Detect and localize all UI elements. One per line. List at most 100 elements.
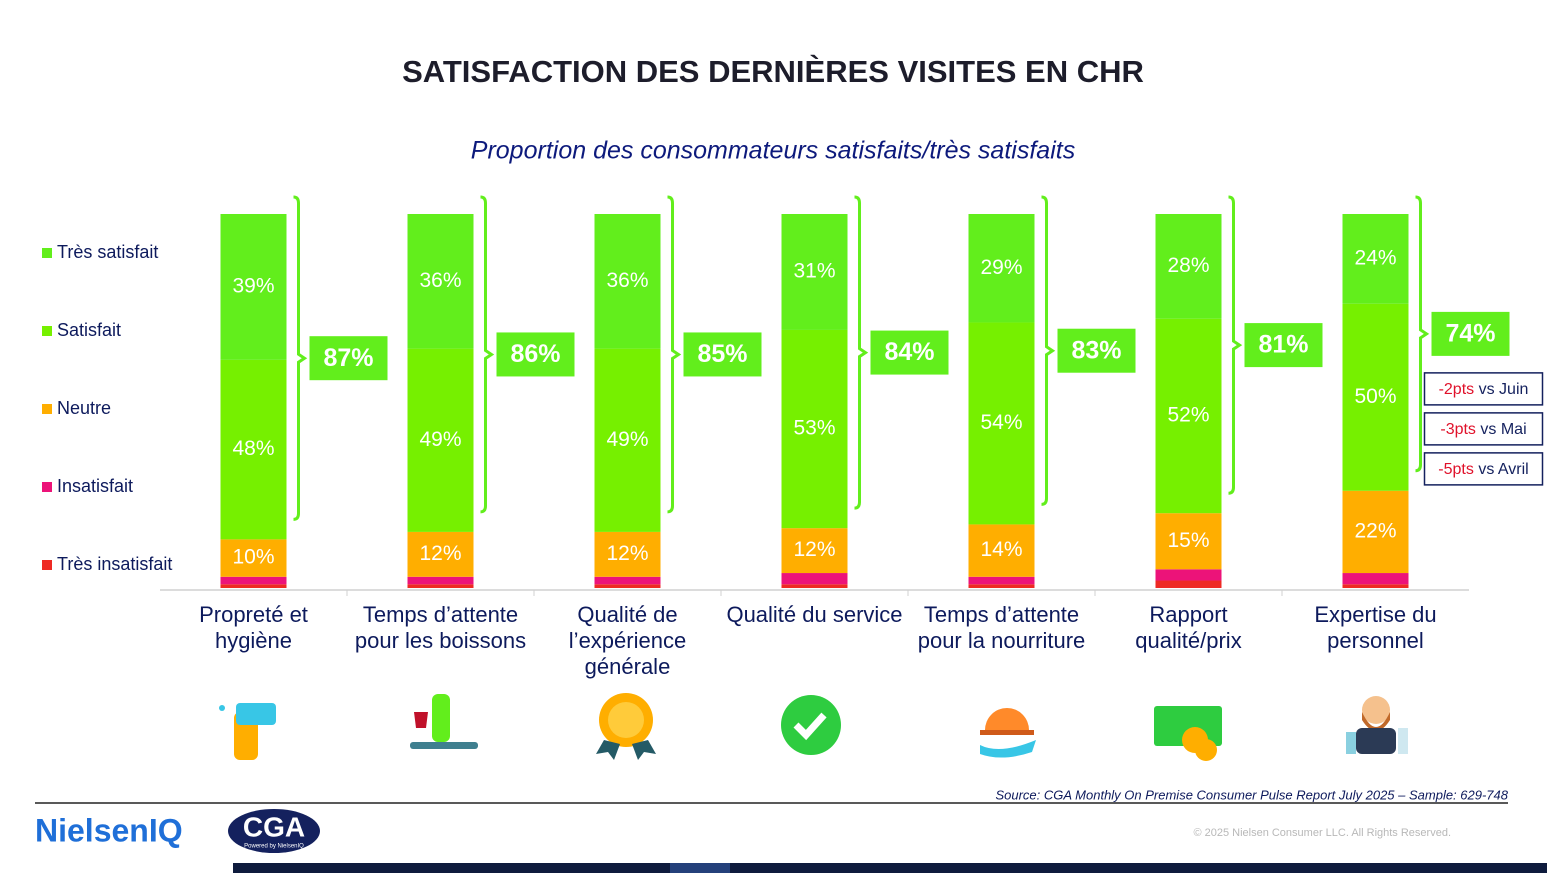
bar-segment xyxy=(594,531,661,577)
bar-segment xyxy=(1342,214,1409,304)
bar-segment xyxy=(594,584,661,588)
total-box xyxy=(1244,323,1323,368)
bar-segment xyxy=(407,214,474,349)
total-label: 85% xyxy=(697,340,747,368)
total-label: 84% xyxy=(884,338,934,366)
legend-label: Neutre xyxy=(57,398,111,418)
bar-segment xyxy=(781,329,848,529)
value-label: 49% xyxy=(606,428,648,451)
total-box xyxy=(683,332,762,377)
x-tick-label: Rapport qualité/prix xyxy=(1135,602,1242,653)
bar-segment xyxy=(1155,318,1222,514)
legend-swatch xyxy=(42,404,52,414)
total-box xyxy=(496,332,575,377)
bar-segment xyxy=(1155,569,1222,581)
bar-segment xyxy=(594,576,661,585)
legend-label: Très satisfait xyxy=(57,242,158,262)
bar-segment xyxy=(594,214,661,349)
value-label: 10% xyxy=(232,546,274,569)
bracket xyxy=(480,195,495,514)
logo-cga-bg xyxy=(228,809,320,853)
bracket xyxy=(1415,195,1430,473)
value-label: 12% xyxy=(793,538,835,561)
source: Source: CGA Monthly On Premise Consumer … xyxy=(995,787,1508,802)
bracket xyxy=(293,195,308,521)
bar-segment xyxy=(968,576,1035,585)
x-tick-label: Qualité de l’expérience générale xyxy=(568,602,687,679)
comparison: -5pts vs Avril xyxy=(1438,461,1528,478)
legend-swatch xyxy=(42,560,52,570)
comparison: -3pts vs Mai xyxy=(1440,421,1526,438)
bar-segment xyxy=(407,348,474,532)
bar-segment xyxy=(1342,303,1409,491)
total-label: 74% xyxy=(1445,319,1495,347)
value-label: 36% xyxy=(606,269,648,292)
x-tick-label: Temps d’attente pour la nourriture xyxy=(917,602,1086,653)
bracket xyxy=(854,195,869,510)
bar-segment xyxy=(407,576,474,585)
value-label: 39% xyxy=(232,274,274,297)
comparison-text: vs Avril xyxy=(1478,461,1528,478)
x-tick-label: Temps d’attente pour les boissons xyxy=(354,602,527,653)
logo-cga-sub: Powered by NielsenIQ xyxy=(244,844,304,850)
total-label: 83% xyxy=(1071,336,1121,364)
total-box xyxy=(1057,328,1136,373)
value-label: 48% xyxy=(232,437,274,460)
x-tick-label: Propreté et hygiène xyxy=(199,602,308,653)
x-tick-label: Expertise du personnel xyxy=(1314,602,1437,653)
value-label: 36% xyxy=(419,269,461,292)
x-tick-label: Qualité du service xyxy=(726,602,903,627)
footer-bar-accent xyxy=(670,863,730,873)
chart-title: SATISFACTION DES DERNIÈRES VISITES EN CH… xyxy=(402,54,1144,89)
total-label: 87% xyxy=(323,344,373,372)
bar-segment xyxy=(781,573,848,585)
logo-nielseniq: NielsenIQ xyxy=(35,812,183,848)
value-label: 49% xyxy=(419,428,461,451)
total-box xyxy=(309,336,388,381)
value-label: 12% xyxy=(419,542,461,565)
bracket xyxy=(667,195,682,514)
bar-segment xyxy=(781,528,848,574)
bracket xyxy=(1041,195,1056,506)
comparison-change: -3pts xyxy=(1440,421,1476,438)
total-box xyxy=(870,330,949,375)
bracket xyxy=(1228,195,1243,495)
bar-segment xyxy=(781,214,848,330)
bar-segment xyxy=(220,359,287,540)
value-label: 31% xyxy=(793,260,835,283)
bar-segment xyxy=(220,584,287,588)
comparison-text: vs Mai xyxy=(1480,421,1526,438)
total-box xyxy=(1431,311,1510,356)
bar-segment xyxy=(1155,580,1222,588)
comparison-box xyxy=(1423,452,1544,486)
legend-swatch xyxy=(42,482,52,492)
legend-label: Très insatisfait xyxy=(57,554,172,574)
comparison-text: vs Juin xyxy=(1479,381,1529,398)
bar-segment xyxy=(1155,214,1222,319)
comparison-change: -2pts xyxy=(1439,381,1475,398)
bar-segment xyxy=(968,584,1035,588)
bar-segment xyxy=(968,322,1035,525)
icons xyxy=(219,693,1408,761)
value-label: 54% xyxy=(980,411,1022,434)
comparison-box xyxy=(1423,372,1544,406)
comparison: -2pts vs Juin xyxy=(1439,381,1529,398)
bar-segment xyxy=(220,576,287,585)
bar-segment xyxy=(220,539,287,577)
value-label: 53% xyxy=(793,417,835,440)
value-label: 28% xyxy=(1167,254,1209,277)
bar-segment xyxy=(968,214,1035,323)
bar-segment xyxy=(1342,573,1409,585)
legend-label: Satisfait xyxy=(57,320,121,340)
value-label: 15% xyxy=(1167,529,1209,552)
logo-cga: CGA xyxy=(243,811,305,842)
bar-segment xyxy=(594,348,661,532)
chart-subtitle: Proportion des consommateurs satisfaits/… xyxy=(471,137,1075,165)
bar-segment xyxy=(407,531,474,577)
value-label: 14% xyxy=(980,538,1022,561)
value-label: 22% xyxy=(1354,519,1396,542)
legend-swatch xyxy=(42,248,52,258)
copyright: © 2025 Nielsen Consumer LLC. All Rights … xyxy=(1193,827,1451,839)
bar-segment xyxy=(781,584,848,588)
